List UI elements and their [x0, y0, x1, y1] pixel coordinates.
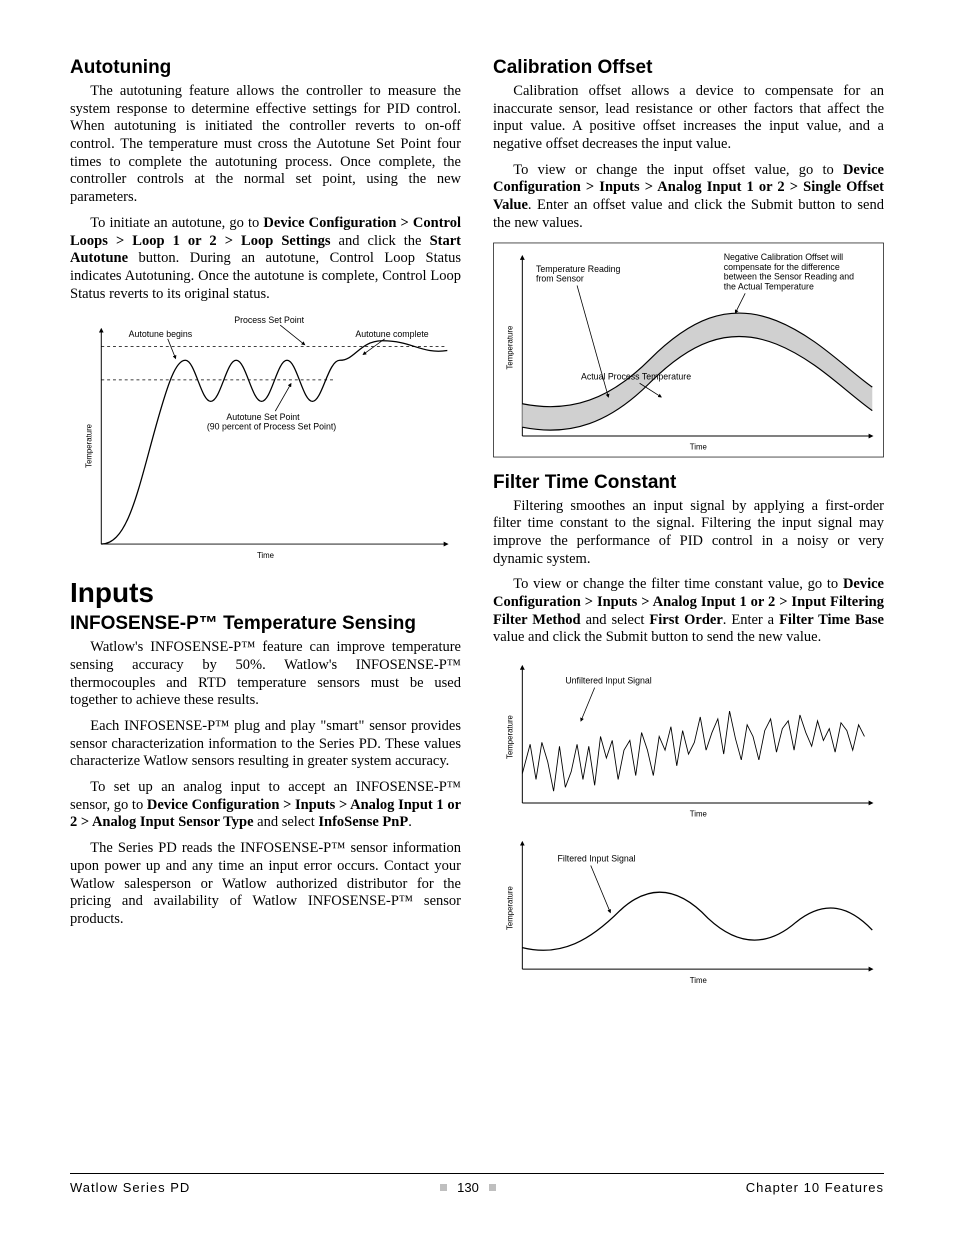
- figure-calibration-offset: Temperature Reading from Sensor Negative…: [493, 241, 884, 459]
- heading-autotuning: Autotuning: [70, 57, 461, 79]
- fig2-label-neg3: between the Sensor Reading and: [724, 271, 854, 281]
- bold-option: First Order: [649, 612, 722, 628]
- heading-infosense: INFOSENSE-P™ Temperature Sensing: [70, 613, 461, 635]
- text: To view or change the filter time consta…: [513, 576, 843, 592]
- fig3-xlabel-bottom: Time: [690, 976, 707, 985]
- page-number: 130: [457, 1180, 479, 1195]
- fig1-label-sp1: Autotune Set Point: [226, 412, 300, 422]
- para: To set up an analog input to accept an I…: [70, 779, 461, 832]
- fig1-ylabel: Temperature: [85, 424, 94, 468]
- fig1-label-top: Process Set Point: [234, 315, 304, 325]
- para: To view or change the input offset value…: [493, 162, 884, 233]
- fig1-label-complete: Autotune complete: [355, 329, 428, 339]
- footer-center: 130: [440, 1180, 496, 1195]
- fig1-label-begin: Autotune begins: [129, 329, 193, 339]
- fig3-xlabel-top: Time: [690, 810, 707, 819]
- fig2-label-neg4: the Actual Temperature: [724, 281, 814, 291]
- fig2-label-actual: Actual Process Temperature: [581, 371, 691, 381]
- right-column: Calibration Offset Calibration offset al…: [493, 55, 884, 1145]
- fig3-label-unfiltered: Unfiltered Input Signal: [565, 676, 651, 686]
- text: To initiate an autotune, go to: [90, 215, 263, 231]
- text: . Enter an offset value and click the Su…: [493, 197, 884, 231]
- text: and click the: [330, 233, 429, 249]
- text: To view or change the input offset value…: [513, 162, 843, 178]
- fig2-label-neg1: Negative Calibration Offset will: [724, 252, 843, 262]
- figure-filter-time-constant: Unfiltered Input Signal Temperature Time…: [493, 655, 884, 990]
- left-column: Autotuning The autotuning feature allows…: [70, 55, 461, 1145]
- page: Autotuning The autotuning feature allows…: [0, 0, 954, 1235]
- fig1-label-sp2: (90 percent of Process Set Point): [207, 422, 336, 432]
- text: and select: [581, 612, 650, 628]
- figure-autotuning: Autotune begins Process Set Point Autotu…: [70, 311, 461, 566]
- text: . Enter a: [723, 612, 779, 628]
- footer-left: Watlow Series PD: [70, 1180, 190, 1195]
- heading-calibration-offset: Calibration Offset: [493, 57, 884, 79]
- para: To view or change the filter time consta…: [493, 576, 884, 647]
- para: To initiate an autotune, go to Device Co…: [70, 215, 461, 303]
- para: Filtering smoothes an input signal by ap…: [493, 498, 884, 569]
- footer-square-icon: [489, 1184, 496, 1191]
- para: The autotuning feature allows the contro…: [70, 83, 461, 207]
- fig2-xlabel: Time: [690, 442, 707, 451]
- fig2-ylabel: Temperature: [506, 325, 515, 369]
- heading-inputs: Inputs: [70, 577, 461, 609]
- fig2-label-sensor2: from Sensor: [536, 273, 584, 283]
- bold-option: InfoSense PnP: [318, 814, 408, 830]
- fig1-xlabel: Time: [257, 551, 274, 560]
- fig2-label-neg2: compensate for the difference: [724, 261, 840, 271]
- fig3-ylabel-bottom: Temperature: [506, 886, 515, 930]
- fig3-label-filtered: Filtered Input Signal: [558, 854, 636, 864]
- footer-right: Chapter 10 Features: [746, 1180, 884, 1195]
- para: The Series PD reads the INFOSENSE-P™ sen…: [70, 840, 461, 928]
- text: button. During an autotune, Control Loop…: [70, 250, 461, 301]
- para: Each INFOSENSE-P™ plug and play "smart" …: [70, 718, 461, 771]
- text: .: [408, 814, 412, 830]
- bold-option: Filter Time Base: [779, 612, 884, 628]
- fig2-label-sensor1: Temperature Reading: [536, 263, 621, 273]
- text: and select: [254, 814, 319, 830]
- text: value and click the Submit button to sen…: [493, 629, 821, 645]
- two-column-layout: Autotuning The autotuning feature allows…: [70, 55, 884, 1145]
- footer-square-icon: [440, 1184, 447, 1191]
- fig3-ylabel-top: Temperature: [506, 715, 515, 759]
- page-footer: Watlow Series PD 130 Chapter 10 Features: [70, 1173, 884, 1195]
- heading-filter-time-constant: Filter Time Constant: [493, 472, 884, 494]
- para: Calibration offset allows a device to co…: [493, 83, 884, 154]
- para: Watlow's INFOSENSE-P™ feature can improv…: [70, 639, 461, 710]
